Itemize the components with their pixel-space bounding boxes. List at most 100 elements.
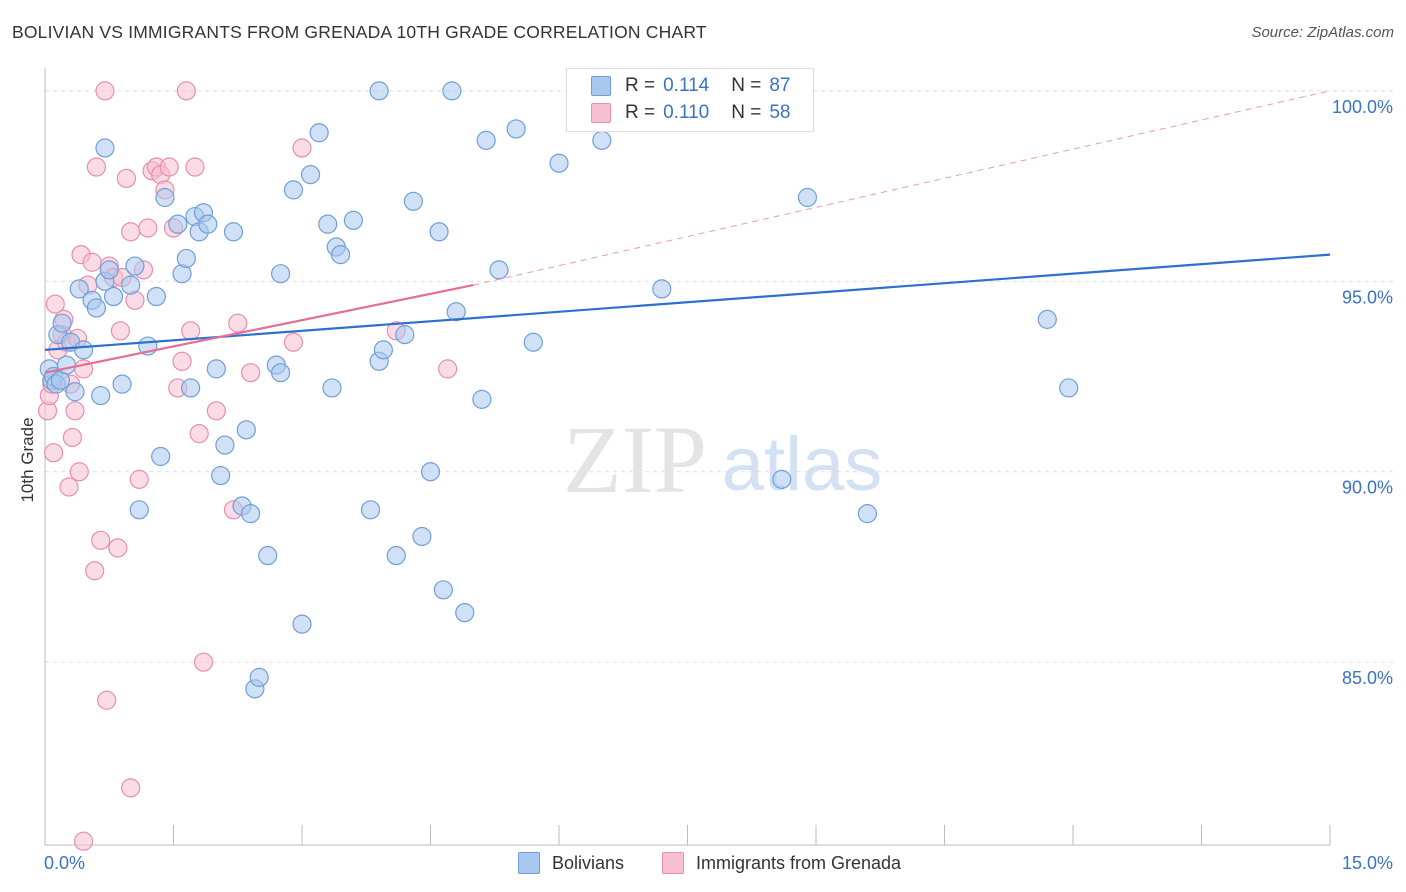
legend-n-value: 58 xyxy=(769,102,791,123)
data-point-grenada xyxy=(43,443,64,463)
data-point-bolivians xyxy=(797,187,818,208)
data-point-grenada xyxy=(73,831,94,851)
data-point-bolivians xyxy=(318,214,338,234)
data-point-bolivians xyxy=(300,165,321,185)
y-axis-label: 10th Grade xyxy=(18,417,37,503)
data-point-bolivians xyxy=(330,245,351,265)
data-point-grenada xyxy=(95,81,115,101)
legend-swatch-bolivians xyxy=(518,852,540,874)
data-point-bolivians xyxy=(489,260,509,280)
legend-swatch-pink xyxy=(591,103,611,123)
series-immigrants-from-grenada xyxy=(37,81,458,851)
data-point-grenada xyxy=(59,477,79,497)
data-point-grenada xyxy=(69,462,89,482)
data-point-bolivians xyxy=(476,130,496,150)
data-point-bolivians xyxy=(857,504,878,524)
data-point-bolivians xyxy=(151,446,171,467)
data-point-bolivians xyxy=(1059,378,1079,398)
data-point-bolivians xyxy=(168,214,188,234)
data-point-bolivians xyxy=(146,286,166,307)
data-point-bolivians xyxy=(103,286,124,307)
data-point-bolivians xyxy=(270,363,291,383)
data-point-grenada xyxy=(159,157,179,177)
legend-n-label: N = xyxy=(731,75,762,96)
data-point-bolivians xyxy=(95,138,115,158)
data-point-grenada xyxy=(206,401,226,421)
data-point-grenada xyxy=(91,530,111,550)
watermark-atlas: atlas xyxy=(722,422,883,507)
data-point-grenada xyxy=(438,359,458,379)
y-tick-label: 100.0% xyxy=(1332,97,1393,117)
y-tick-label: 85.0% xyxy=(1342,668,1393,688)
data-point-grenada xyxy=(176,81,196,101)
data-point-grenada xyxy=(193,652,214,672)
data-point-bolivians xyxy=(403,191,423,211)
data-point-bolivians xyxy=(249,667,269,688)
data-point-grenada xyxy=(292,138,312,158)
data-point-bolivians xyxy=(446,302,466,322)
data-point-grenada xyxy=(108,538,128,558)
x-tick-label: 15.0% xyxy=(1342,853,1393,873)
legend-row-grenada: R = 0.110 N = 58 xyxy=(591,101,791,125)
data-point-bolivians xyxy=(360,500,381,520)
data-point-bolivians xyxy=(386,545,406,566)
data-point-bolivians xyxy=(99,260,119,280)
tick-labels: 85.0% 90.0% 95.0% 100.0% 0.0% 15.0% xyxy=(44,97,1393,873)
data-point-bolivians xyxy=(56,355,77,375)
legend-label-bolivians: Bolivians xyxy=(552,852,625,873)
data-point-bolivians xyxy=(395,325,415,345)
data-point-grenada xyxy=(185,157,205,177)
legend-swatch-grenada xyxy=(662,852,684,874)
data-point-bolivians xyxy=(125,256,145,276)
data-point-grenada xyxy=(82,252,102,272)
data-point-bolivians xyxy=(112,374,132,394)
chart-title: BOLIVIAN VS IMMIGRANTS FROM GRENADA 10TH… xyxy=(12,22,707,42)
data-point-bolivians xyxy=(652,279,672,299)
data-point-bolivians xyxy=(442,81,462,101)
legend-r-value: 0.114 xyxy=(663,75,710,96)
legend-r-value: 0.110 xyxy=(663,102,710,123)
data-point-bolivians xyxy=(121,275,141,295)
data-point-bolivians xyxy=(433,580,453,600)
data-point-bolivians xyxy=(420,462,441,482)
data-point-grenada xyxy=(121,222,141,242)
data-point-bolivians xyxy=(181,378,201,398)
data-point-bolivians xyxy=(343,210,363,230)
correlation-legend: R = 0.114 N = 87 R = 0.110 N = 58 xyxy=(566,68,814,132)
data-point-bolivians xyxy=(322,378,342,398)
watermark: ZIP atlas xyxy=(563,406,882,513)
legend-item-bolivians[interactable]: Bolivians xyxy=(518,852,624,874)
trend-line-bolivians xyxy=(44,253,1331,351)
data-point-grenada xyxy=(45,294,65,314)
data-point-bolivians xyxy=(283,180,304,200)
data-point-bolivians xyxy=(65,382,85,402)
data-point-grenada xyxy=(228,313,248,333)
data-point-grenada xyxy=(181,321,201,341)
data-point-bolivians xyxy=(258,545,278,566)
trend-lines xyxy=(44,90,1331,374)
data-point-bolivians xyxy=(155,187,175,208)
legend-item-grenada[interactable]: Immigrants from Grenada xyxy=(662,852,901,874)
trend-line-grenada-extension xyxy=(473,90,1331,286)
data-point-grenada xyxy=(283,332,304,352)
data-point-bolivians xyxy=(523,332,543,352)
data-point-grenada xyxy=(138,218,158,238)
data-point-bolivians xyxy=(52,313,72,333)
data-point-grenada xyxy=(86,157,107,177)
data-point-grenada xyxy=(129,469,149,489)
legend-swatch-blue xyxy=(591,76,611,96)
trend-line-grenada xyxy=(44,284,474,374)
data-point-bolivians xyxy=(86,298,107,318)
data-point-bolivians xyxy=(373,340,393,360)
data-point-bolivians xyxy=(223,222,244,242)
data-point-grenada xyxy=(172,351,192,371)
data-point-grenada xyxy=(85,561,105,581)
data-point-bolivians xyxy=(309,123,329,143)
data-point-bolivians xyxy=(270,264,291,284)
data-point-bolivians xyxy=(211,465,231,486)
data-point-bolivians xyxy=(506,119,526,139)
data-point-bolivians xyxy=(412,526,432,547)
data-point-bolivians xyxy=(236,420,256,440)
y-tick-label: 95.0% xyxy=(1342,287,1393,307)
